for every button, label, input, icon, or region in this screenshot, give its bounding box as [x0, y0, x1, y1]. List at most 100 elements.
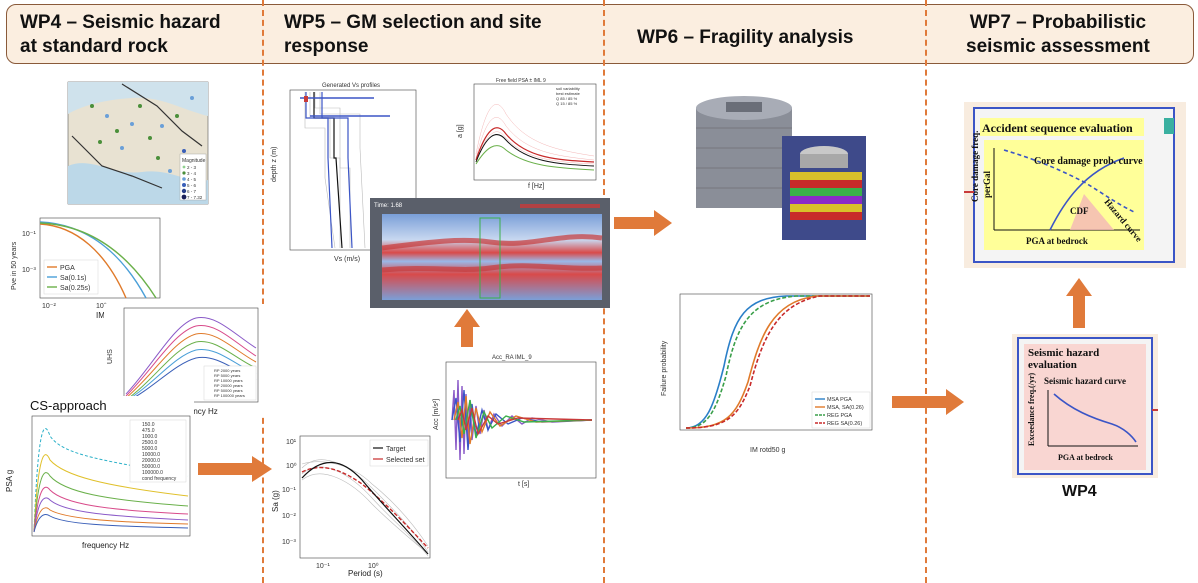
hazard-curves-chart: 10⁻¹ 10⁻³ Pve in 50 years 10⁻² 10⁰ IM [ …: [6, 212, 166, 322]
pga-bedrock-label2: PGA at bedrock: [1058, 453, 1114, 462]
wave-simulation-image: Time: 1.68: [370, 198, 610, 308]
free-field-psa-chart: Free field PSA ± IML 9 a [g] f [Hz] soil…: [456, 74, 600, 190]
hazard-ylabel: Pve in 50 years: [11, 241, 18, 290]
ytick: 10⁻²: [282, 513, 296, 520]
header-band: [6, 4, 1194, 64]
sh-box-title2: evaluation: [1028, 359, 1077, 371]
sa-legend: Target Selected set: [369, 439, 429, 467]
cs-legend: 150.0 475.0 1000.0 2500.0 5000.0 10000.0…: [129, 419, 187, 483]
map-legend-item: 6 - 7: [187, 189, 197, 194]
arrow-up-wp7: [1066, 278, 1092, 328]
divider-wp4-wp5: [262, 0, 264, 583]
arrow-wp4-to-wp5: [198, 456, 272, 482]
per-gal: perGal: [982, 171, 992, 198]
arrow-up-wp5: [454, 309, 480, 347]
wp6-title-line1: WP6 – Fragility analysis: [637, 27, 854, 48]
cs-legend-item: 2500.0: [142, 440, 158, 446]
cs-legend-item: 475.0: [142, 428, 155, 434]
frag-legend-item: MSA PGA: [827, 397, 852, 403]
map-legend-item: 5 - 6: [187, 183, 197, 188]
accident-sequence-box: Accident sequence evaluation Core damage…: [964, 102, 1186, 268]
building-fe-model: [688, 88, 868, 248]
wp7-title-line2: seismic assessment: [966, 36, 1150, 57]
frag-legend-item: MSA, SA(0.26): [827, 405, 864, 411]
acc-title: Acc_RA IML_9: [492, 355, 532, 361]
frag-legend: MSA PGA MSA, SA(0.26) REG PGA REG SA(0.2…: [811, 391, 871, 429]
pga-legend: soil variability best estimate Q 85 / 85…: [556, 86, 581, 106]
ytick: 10⁰: [286, 462, 297, 470]
cs-legend-item: 50000.0: [142, 464, 160, 470]
hazard-legend-item: Sa(0.25s): [60, 285, 90, 292]
ytick: 10⁻³: [282, 539, 296, 546]
xtick: 10⁰: [96, 302, 107, 310]
uhs-legend: RP 2000 years RP 5000 years RP 10000 yea…: [203, 365, 257, 401]
cs-legend-item: cond frequency: [142, 476, 177, 482]
cs-legend-item: 100000.0: [142, 470, 163, 476]
hazard-xlabel: IM [: [96, 311, 110, 320]
acc-ylabel: Acc [m/s²]: [433, 399, 440, 430]
wp4-title-line1: WP4 – Seismic hazard: [20, 12, 221, 33]
pga-bedrock-label: PGA at bedrock: [1026, 236, 1088, 246]
uhs-legend-item: RP 10000 years: [214, 378, 243, 383]
xtick: 10⁰: [368, 562, 379, 570]
map-legend: 2 - 3 3 - 4 4 - 5 5 - 6 6 - 7 7 - 7.32: [181, 165, 203, 200]
map-legend-item: 3 - 4: [187, 171, 197, 176]
seismicity-map: Magnitude 2 - 3 3 - 4 4 - 5 5 - 6 6 - 7 …: [62, 76, 218, 210]
vs-xlabel: Vs (m/s): [334, 256, 360, 263]
vs-profiles-chart: Generated Vs profiles depth z (m) Vs (m/…: [270, 78, 420, 264]
wp5-title-line2: response: [284, 36, 369, 57]
ytick: 10⁻³: [22, 267, 36, 274]
arrow-wp6-to-wp7: [892, 389, 964, 415]
seismic-hazard-box: Seismic hazard evaluation Seismic hazard…: [1012, 334, 1158, 478]
arrow-wp5-to-wp6: [614, 210, 672, 236]
cdf-label: CDF: [1070, 206, 1089, 216]
cs-legend-item: 20000.0: [142, 458, 160, 464]
xtick: 10⁻¹: [316, 563, 330, 570]
exceed-freq: Exceedance freq.(/yr): [1027, 373, 1036, 446]
vs-ylabel: depth z (m): [271, 147, 278, 182]
acc-xlabel: t [s]: [518, 481, 529, 488]
core-damage-freq: Core damage freq.: [970, 131, 980, 202]
divider-wp6-wp7: [925, 0, 927, 583]
frag-legend-item: REG SA(0.26): [827, 421, 862, 427]
epicenter-dots: [90, 96, 194, 173]
pga-title: Free field PSA ± IML 9: [496, 78, 546, 84]
pga-xlabel: f [Hz]: [528, 183, 544, 190]
wp4-title: WP4 – Seismic hazard at standard rock: [20, 11, 221, 59]
vs-title: Generated Vs profiles: [322, 83, 380, 89]
uhs-legend-item: RP 100000 years: [214, 393, 245, 398]
cs-approach-chart: CS-approach PSA g frequency Hz 150.0 475…: [4, 396, 194, 552]
cs-legend-item: 5000.0: [142, 446, 158, 452]
map-legend-item: 7 - 7.32: [187, 195, 203, 200]
cs-legend-item: 150.0: [142, 422, 155, 428]
cs-legend-item: 10000.0: [142, 452, 160, 458]
sim-time: Time: 1.68: [374, 203, 403, 209]
sa-spectra-chart: 10¹ 10⁰ 10⁻¹ 10⁻² 10⁻³ Sa (g) 10⁻¹ 10⁰ P…: [272, 428, 434, 578]
sh-curve-label: Seismic hazard curve: [1044, 376, 1126, 386]
pga-legend-item: Q 85 / 85 %: [556, 96, 578, 101]
uhs-legend-item: RP 2000 years: [214, 368, 240, 373]
hazard-legend-item: PGA: [60, 265, 75, 272]
uhs-legend-item: RP 5000 years: [214, 373, 240, 378]
cs-legend-item: 1000.0: [142, 434, 158, 440]
sh-box-title1: Seismic hazard: [1028, 347, 1099, 359]
cs-xlabel: frequency Hz: [82, 541, 129, 550]
pga-legend-item: best estimate: [556, 91, 581, 96]
map-legend-item: 4 - 5: [187, 177, 197, 182]
ytick: 10⁻¹: [282, 487, 296, 494]
sa-ylabel: Sa (g): [272, 490, 280, 512]
uhs-legend-item: RP 50000 years: [214, 388, 243, 393]
core-damage-prob: Core damage prob. curve: [1034, 156, 1143, 167]
acc-box-title: Accident sequence evaluation: [982, 121, 1133, 135]
uhs-ylabel: UHS: [107, 349, 114, 364]
frag-ylabel: Failure probability: [661, 340, 668, 396]
wp4-label: WP4: [1062, 483, 1097, 500]
map-legend-title: Magnitude: [182, 158, 206, 164]
pga-ylabel: a [g]: [457, 124, 464, 138]
wp4-title-line2: at standard rock: [20, 36, 168, 57]
sa-legend-item: Target: [386, 446, 406, 453]
wp5-title: WP5 – GM selection and site response: [284, 11, 542, 59]
pga-legend-item: soil variability: [556, 86, 580, 91]
acc-time-history-chart: Acc_RA IML_9 Acc [m/s²] t [s]: [432, 350, 600, 490]
fragility-chart: Failure probability IM rotd50 g MSA PGA …: [656, 286, 880, 460]
